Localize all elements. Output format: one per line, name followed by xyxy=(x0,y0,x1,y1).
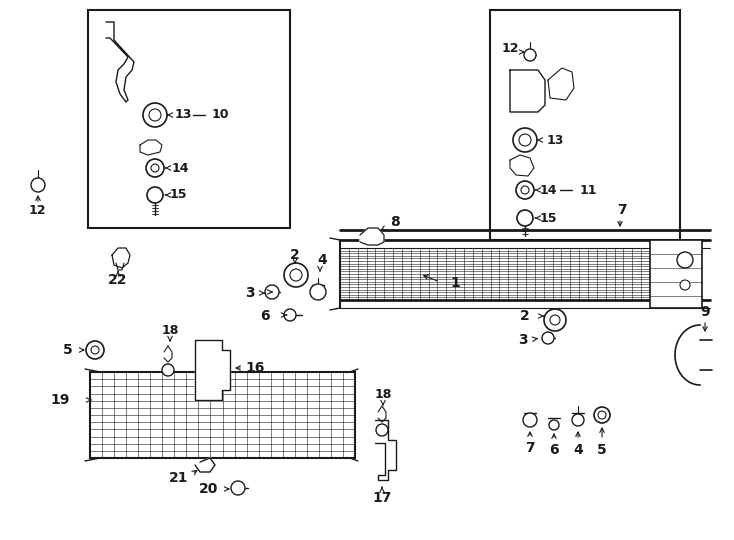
Circle shape xyxy=(284,263,308,287)
Text: 13: 13 xyxy=(546,133,564,146)
Circle shape xyxy=(524,49,536,61)
Circle shape xyxy=(31,178,45,192)
Circle shape xyxy=(677,252,693,268)
Text: 2: 2 xyxy=(520,309,530,323)
Circle shape xyxy=(523,413,537,427)
Text: 5: 5 xyxy=(63,343,73,357)
Text: 4: 4 xyxy=(573,443,583,457)
Text: 7: 7 xyxy=(617,203,627,217)
Text: 15: 15 xyxy=(539,212,557,225)
Circle shape xyxy=(517,210,533,226)
Text: 14: 14 xyxy=(171,161,189,174)
Circle shape xyxy=(231,481,245,495)
Circle shape xyxy=(147,187,163,203)
Circle shape xyxy=(572,414,584,426)
Polygon shape xyxy=(360,228,384,245)
Text: 15: 15 xyxy=(170,188,186,201)
Text: 6: 6 xyxy=(549,443,559,457)
Text: 13: 13 xyxy=(174,109,192,122)
Circle shape xyxy=(162,364,174,376)
Circle shape xyxy=(149,109,161,121)
Polygon shape xyxy=(195,458,215,472)
Text: 17: 17 xyxy=(372,491,392,505)
Text: 19: 19 xyxy=(51,393,70,407)
Text: 4: 4 xyxy=(317,253,327,267)
Text: 3: 3 xyxy=(518,333,528,347)
Polygon shape xyxy=(510,70,545,112)
Circle shape xyxy=(544,309,566,331)
Text: 11: 11 xyxy=(579,184,597,197)
Text: 20: 20 xyxy=(199,482,218,496)
Circle shape xyxy=(151,164,159,172)
Text: 12: 12 xyxy=(501,42,519,55)
Polygon shape xyxy=(106,22,134,102)
Text: 12: 12 xyxy=(28,204,46,217)
Circle shape xyxy=(594,407,610,423)
Circle shape xyxy=(680,280,690,290)
Text: 21: 21 xyxy=(169,471,188,485)
Text: 9: 9 xyxy=(700,305,710,319)
Text: 3: 3 xyxy=(245,286,255,300)
Text: 5: 5 xyxy=(597,443,607,457)
Circle shape xyxy=(550,315,560,325)
Circle shape xyxy=(519,134,531,146)
Text: 10: 10 xyxy=(211,109,229,122)
Circle shape xyxy=(284,309,296,321)
Circle shape xyxy=(521,186,529,194)
Circle shape xyxy=(598,411,606,419)
Circle shape xyxy=(91,346,99,354)
Bar xyxy=(490,10,680,240)
Circle shape xyxy=(265,285,279,299)
Bar xyxy=(650,240,702,308)
Circle shape xyxy=(143,103,167,127)
Bar xyxy=(90,372,355,458)
Circle shape xyxy=(86,341,104,359)
Polygon shape xyxy=(375,420,396,480)
Circle shape xyxy=(549,420,559,430)
Text: 7: 7 xyxy=(526,441,535,455)
Circle shape xyxy=(310,284,326,300)
Bar xyxy=(88,10,290,228)
Text: 18: 18 xyxy=(161,323,178,336)
Text: 1: 1 xyxy=(450,276,460,290)
Polygon shape xyxy=(195,340,230,400)
Polygon shape xyxy=(548,68,574,100)
Text: 16: 16 xyxy=(245,361,264,375)
Circle shape xyxy=(542,332,554,344)
Circle shape xyxy=(513,128,537,152)
Text: 2: 2 xyxy=(290,248,300,262)
Circle shape xyxy=(376,424,388,436)
Circle shape xyxy=(290,269,302,281)
Text: 8: 8 xyxy=(390,215,400,229)
Circle shape xyxy=(146,159,164,177)
Text: 14: 14 xyxy=(539,184,557,197)
Text: 22: 22 xyxy=(108,273,128,287)
Circle shape xyxy=(516,181,534,199)
Text: 6: 6 xyxy=(261,309,270,323)
Text: 18: 18 xyxy=(374,388,392,401)
